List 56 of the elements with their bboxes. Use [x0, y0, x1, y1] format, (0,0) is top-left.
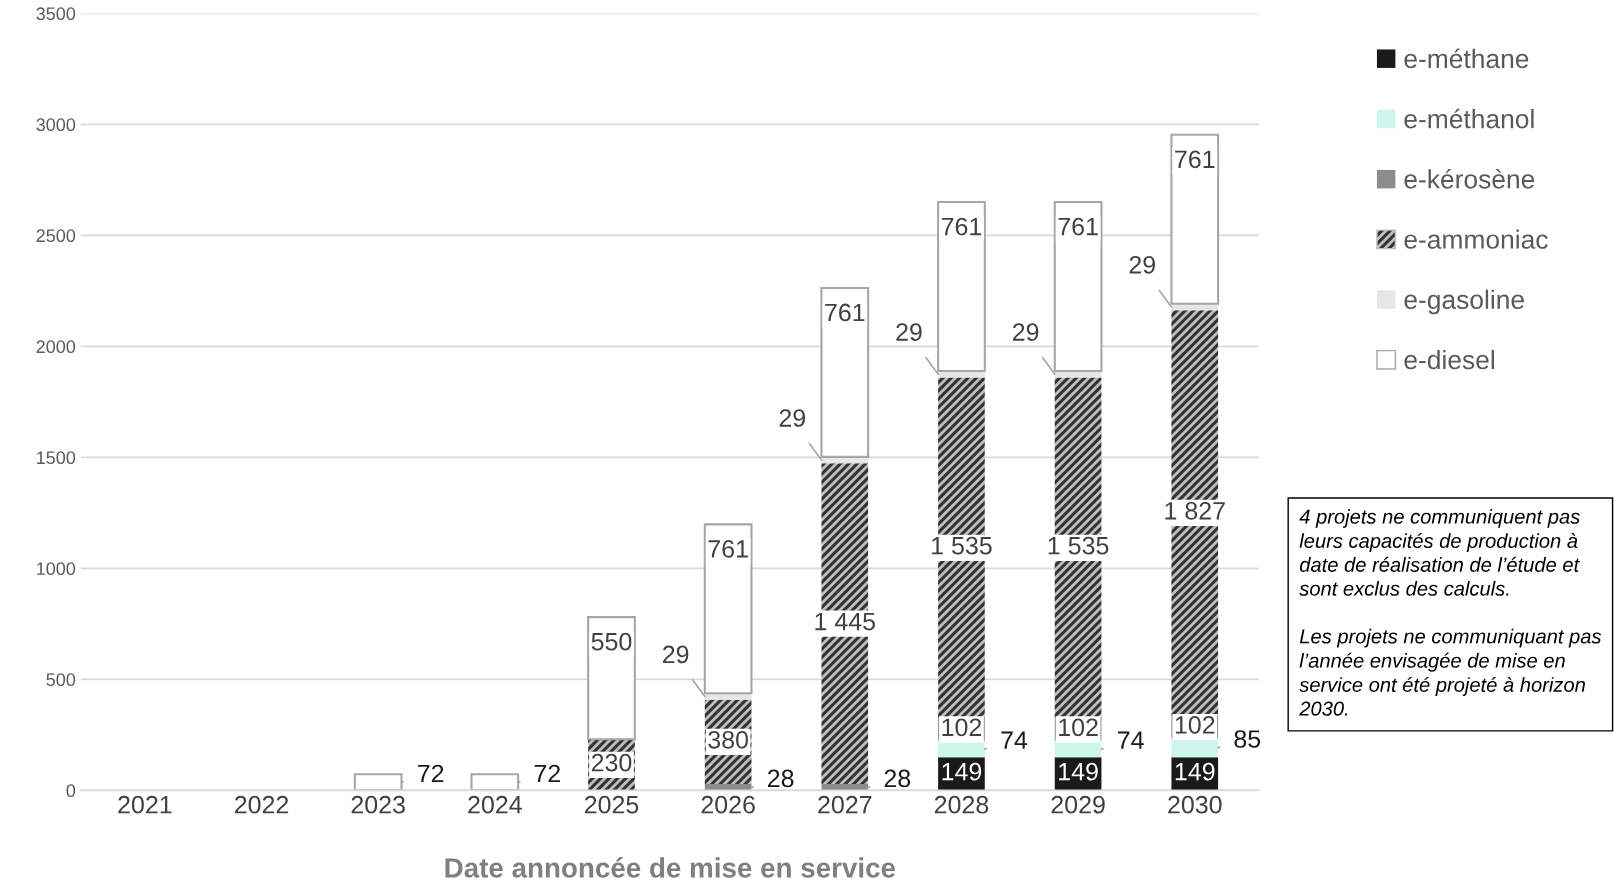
- y-tick-label: 1500: [37, 451, 76, 465]
- data-label: 380: [708, 730, 749, 749]
- y-tick-label: 2500: [36, 229, 76, 243]
- data-label: 102: [942, 718, 982, 737]
- data-label: 102: [1059, 718, 1098, 737]
- legend-label: e-gasoline: [1404, 289, 1524, 315]
- y-tick-label: 500: [46, 673, 76, 687]
- data-label: 74: [1001, 731, 1028, 749]
- x-tick-label: 2022: [234, 795, 289, 814]
- data-label: 29: [663, 645, 689, 664]
- data-label: 761: [1058, 217, 1098, 236]
- x-tick-label: 2028: [934, 795, 989, 814]
- data-label: 1 827: [1165, 501, 1225, 520]
- x-tick-label: 2024: [468, 795, 522, 814]
- data-label: 149: [1059, 762, 1098, 781]
- x-tick-label: 2027: [818, 795, 872, 814]
- legend-label: e-diesel: [1404, 349, 1494, 370]
- data-label: 550: [591, 632, 632, 651]
- x-tick-label: 2023: [351, 795, 405, 814]
- data-label: 29: [1129, 256, 1155, 274]
- legend-label: e-méthane: [1404, 48, 1529, 69]
- y-tick-label: 3000: [36, 118, 76, 132]
- data-label: 761: [825, 303, 865, 322]
- x-tick-label: 2025: [584, 795, 639, 814]
- y-tick-label: 0: [66, 784, 76, 798]
- data-label: 149: [1175, 762, 1215, 781]
- data-label: 230: [591, 753, 632, 772]
- data-label: 28: [884, 769, 911, 788]
- x-tick-label: 2021: [118, 795, 172, 814]
- x-tick-label: 2030: [1168, 795, 1222, 814]
- x-tick-label: 2029: [1051, 795, 1105, 814]
- data-label: 1 535: [1048, 536, 1109, 555]
- data-label: 761: [941, 217, 982, 236]
- data-label: 149: [942, 762, 982, 781]
- x-tick-label: 2026: [701, 795, 755, 814]
- text: 4 projets ne communiquent pas leurs capacités de production à date de réalisation de l’étude et sont exclus des calculs. Les projets ne communiquant pas l’année envisagée de mise en service ont été projeté à horizon 2030.: [1299, 509, 1602, 716]
- legend-label: e-ammoniac: [1404, 229, 1548, 249]
- data-label: 72: [534, 764, 560, 783]
- y-tick-label: 1000: [37, 562, 76, 576]
- data-label: 29: [1012, 323, 1039, 341]
- y-tick-label: 2000: [36, 340, 76, 354]
- data-label: 102: [1175, 716, 1215, 734]
- data-label: 761: [1175, 150, 1215, 169]
- data-label: 29: [779, 409, 806, 427]
- data-label: 74: [1117, 731, 1144, 749]
- data-label: 1 445: [815, 612, 876, 631]
- data-label: 29: [896, 323, 922, 341]
- data-label: 72: [418, 764, 444, 783]
- x-axis-title: Date annoncée de mise en service: [445, 857, 896, 878]
- data-label: 85: [1234, 730, 1261, 748]
- legend-label: e-méthanol: [1404, 108, 1534, 129]
- y-tick-label: 3500: [36, 7, 76, 21]
- legend-label: e-kérosène: [1404, 168, 1535, 189]
- data-label: 1 535: [932, 536, 992, 555]
- data-label: 28: [767, 769, 794, 788]
- data-label: 761: [708, 540, 748, 558]
